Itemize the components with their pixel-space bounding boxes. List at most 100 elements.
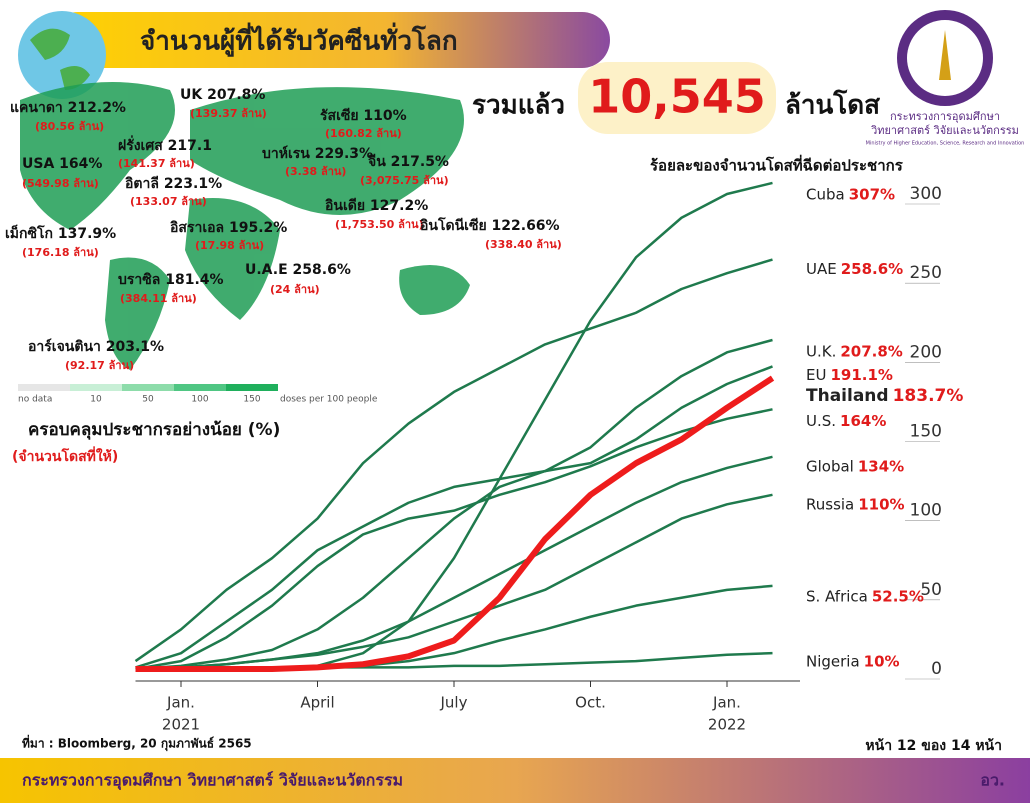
- title-banner: [50, 12, 610, 68]
- world-map: [20, 82, 470, 370]
- map-label: จีน 217.5%: [367, 154, 449, 170]
- x-tick-label: Oct.: [575, 694, 606, 712]
- africa: [185, 198, 280, 320]
- map-label: USA 164%: [22, 156, 102, 172]
- map-label: แคนาดา 212.2%: [10, 100, 126, 116]
- logo-line1: กระทรวงการอุดมศึกษา: [890, 110, 1000, 123]
- series-label: 10%: [864, 653, 900, 671]
- series-name: Russia: [806, 495, 854, 513]
- series-label: 134%: [858, 457, 904, 475]
- y-label: ครอบคลุมประชากรอย่างน้อย (%): [28, 420, 280, 440]
- map-label-doses: (24 ล้าน): [270, 283, 320, 296]
- legend-caption: doses per 100 people: [280, 395, 378, 405]
- legend-swatch: [174, 384, 226, 391]
- page-number: หน้า 12 ของ 14 หน้า: [865, 738, 1002, 754]
- series-line: [135, 408, 773, 671]
- x-tick-label: Jan.: [712, 694, 741, 712]
- series-name: Nigeria: [806, 653, 860, 671]
- map-label-doses: (338.40 ล้าน): [485, 238, 562, 251]
- map-label-doses: (92.17 ล้าน): [65, 359, 134, 372]
- map-label: U.A.E 258.6%: [245, 262, 351, 278]
- series-line: [135, 365, 773, 671]
- y-tick-label: 200: [910, 342, 942, 362]
- legend-item: no data: [18, 395, 52, 405]
- series-label: 183.7%: [893, 386, 964, 406]
- legend-swatch: [18, 384, 70, 391]
- series-label: 191.1%: [830, 366, 892, 384]
- series-label: 52.5%: [872, 587, 924, 605]
- map-label-doses: (3,075.75 ล้าน): [360, 174, 449, 187]
- series-line: [135, 493, 773, 671]
- footer-bar: [0, 758, 1030, 803]
- legend-item: 100: [191, 395, 208, 405]
- total-unit: ล้านโดส: [785, 89, 880, 121]
- series-name: Global: [806, 457, 854, 475]
- map-label: บราซิล 181.4%: [118, 272, 224, 288]
- map-label: UK 207.8%: [180, 87, 265, 103]
- map-label-doses: (80.56 ล้าน): [35, 120, 104, 133]
- series-name: Cuba: [806, 185, 845, 203]
- x-tick-label: April: [300, 694, 334, 712]
- series-name: U.S.: [806, 412, 836, 430]
- map-label: รัสเซีย 110%: [320, 108, 407, 124]
- series-label: 164%: [840, 412, 886, 430]
- eurasia: [190, 87, 464, 215]
- series-label: 207.8%: [840, 342, 902, 360]
- map-label-doses: (176.18 ล้าน): [22, 246, 99, 259]
- series-line: [135, 338, 773, 669]
- footer-ministry: กระทรวงการอุดมศึกษา วิทยาศาสตร์ วิจัยและ…: [22, 771, 403, 791]
- logo-line2: วิทยาศาสตร์ วิจัยและนวัตกรรม: [870, 124, 1019, 137]
- map-label: เม็กซิโก 137.9%: [5, 224, 116, 242]
- source: ที่มา : Bloomberg, 20 กุมภาพันธ์ 2565: [22, 735, 252, 752]
- map-label: อินโดนีเซีย 122.66%: [419, 216, 559, 234]
- y-tick-label: 150: [910, 422, 942, 442]
- series-label: 258.6%: [841, 260, 903, 278]
- total: 10,545: [588, 70, 766, 124]
- map-label-doses: (1,753.50 ล้าน): [335, 218, 424, 231]
- map-label-doses: (549.98 ล้าน): [22, 177, 99, 190]
- y-tick-label: 0: [931, 659, 942, 679]
- x-tick-label: Jan.: [166, 694, 195, 712]
- map-label: อินเดีย 127.2%: [324, 198, 428, 214]
- map-label-doses: (133.07 ล้าน): [130, 195, 207, 208]
- globe-land: [30, 28, 90, 91]
- map-label-doses: (141.37 ล้าน): [118, 157, 195, 170]
- legend-swatch: [122, 384, 174, 391]
- series-name: UAE: [806, 260, 837, 278]
- north-america: [20, 82, 175, 230]
- map-label: อิสราเอล 195.2%: [169, 220, 287, 236]
- y-sublabel: (จำนวนโดสที่ให้): [12, 446, 118, 465]
- map-label: บาห์เรน 229.3%: [262, 145, 373, 162]
- total-box: [578, 62, 776, 134]
- south-america: [105, 257, 170, 370]
- y-tick-label: 100: [910, 501, 942, 521]
- logo-line3: Ministry of Higher Education, Science, R…: [866, 141, 1025, 147]
- legend-swatch: [70, 384, 122, 391]
- map-label: อาร์เจนตินา 203.1%: [28, 338, 164, 355]
- map-label-doses: (384.11 ล้าน): [120, 292, 197, 305]
- legend-item: 10: [90, 395, 102, 405]
- logo-emblem: [939, 30, 951, 80]
- map-label-doses: (17.98 ล้าน): [195, 239, 264, 252]
- series-label: 110%: [858, 495, 904, 513]
- year-label: 2022: [708, 716, 746, 734]
- y-tick-label: 50: [920, 580, 942, 600]
- x-tick-label: July: [440, 694, 468, 712]
- year-label: 2021: [162, 716, 200, 734]
- series-name: Thailand: [806, 386, 889, 406]
- legend-item: 150: [243, 395, 260, 405]
- legend-swatch: [226, 384, 278, 391]
- australia: [399, 265, 470, 315]
- map-label: ฝรั่งเศส 217.1: [118, 135, 212, 154]
- series-label: 307%: [849, 185, 895, 203]
- series-name: EU: [806, 366, 826, 384]
- map-label: อิตาลี 223.1%: [124, 176, 222, 192]
- series-name: S. Africa: [806, 587, 868, 605]
- series-line: [134, 258, 773, 663]
- map-label-doses: (139.37 ล้าน): [190, 107, 267, 120]
- total-prefix: รวมแล้ว: [472, 91, 565, 121]
- map-label-doses: (160.82 ล้าน): [325, 127, 402, 140]
- footer-abbr: อว.: [980, 771, 1005, 790]
